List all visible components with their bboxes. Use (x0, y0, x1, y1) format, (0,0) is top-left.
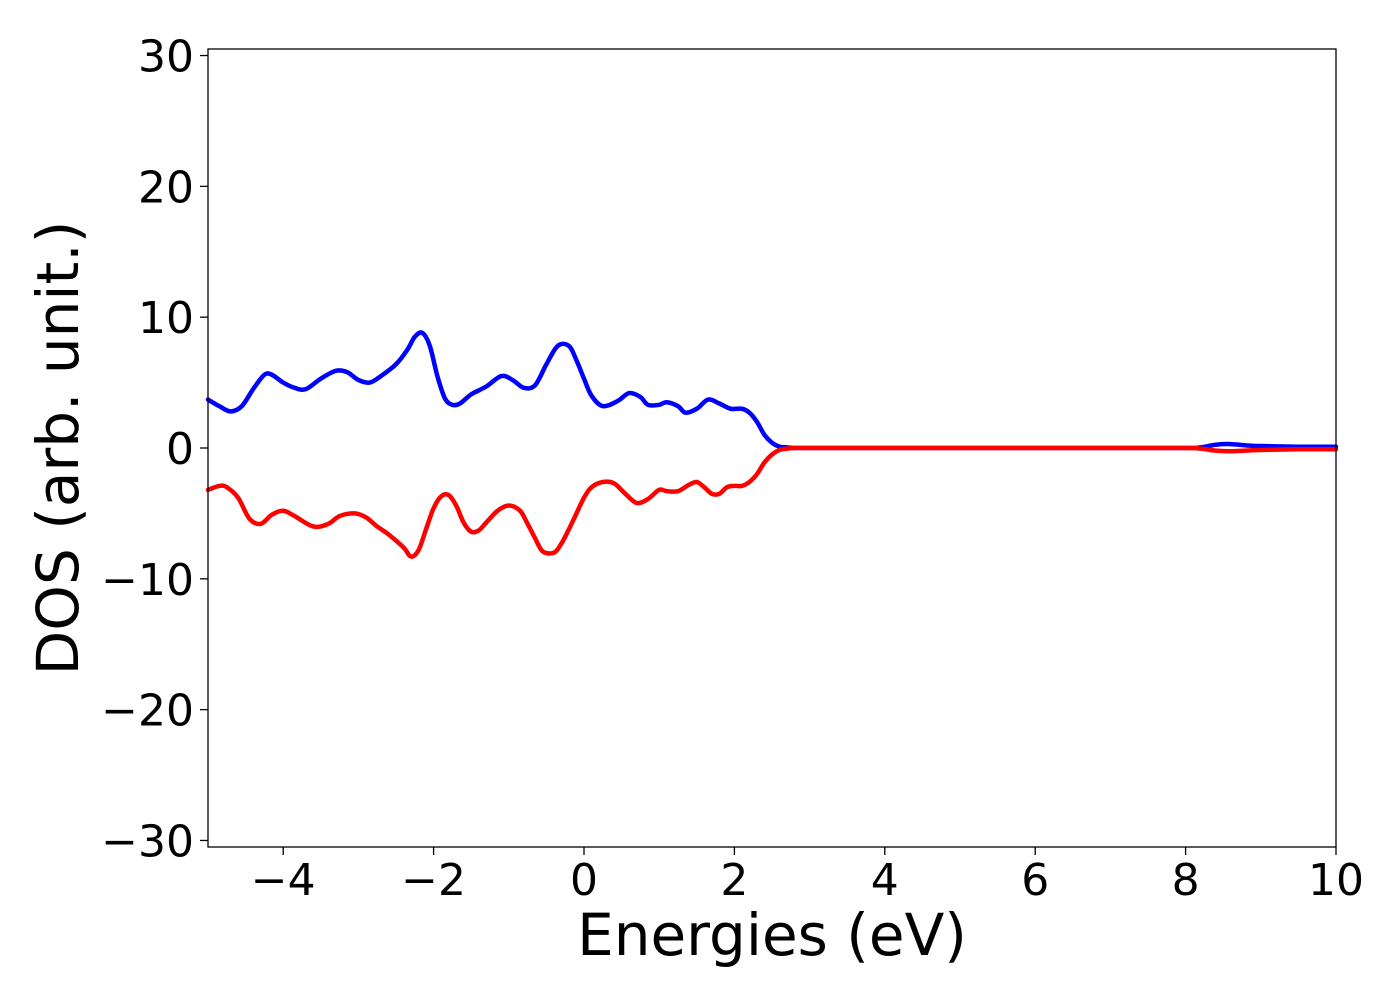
y-tick-label: 0 (166, 424, 194, 475)
x-tick-label: 2 (720, 855, 748, 906)
y-tick-label: 10 (138, 293, 194, 344)
y-axis-label: DOS (arb. unit.) (24, 221, 92, 676)
y-tick-label: −10 (101, 555, 194, 606)
y-tick-label: 30 (138, 32, 194, 83)
x-tick-label: 0 (570, 855, 598, 906)
y-tick-label: 20 (138, 162, 194, 213)
y-axis-ticks: 30 20 10 0 −10 −20 −30 (101, 32, 208, 868)
x-tick-label: −4 (251, 855, 316, 906)
x-tick-label: 10 (1308, 855, 1364, 906)
x-axis-label: Energies (eV) (577, 901, 967, 969)
y-tick-label: −20 (101, 686, 194, 737)
x-tick-label: 8 (1172, 855, 1200, 906)
y-tick-label: −30 (101, 816, 194, 867)
x-axis-ticks: −4 −2 0 2 4 6 8 10 (251, 847, 1364, 906)
x-tick-label: 6 (1021, 855, 1049, 906)
x-tick-label: 4 (871, 855, 899, 906)
x-tick-label: −2 (401, 855, 466, 906)
